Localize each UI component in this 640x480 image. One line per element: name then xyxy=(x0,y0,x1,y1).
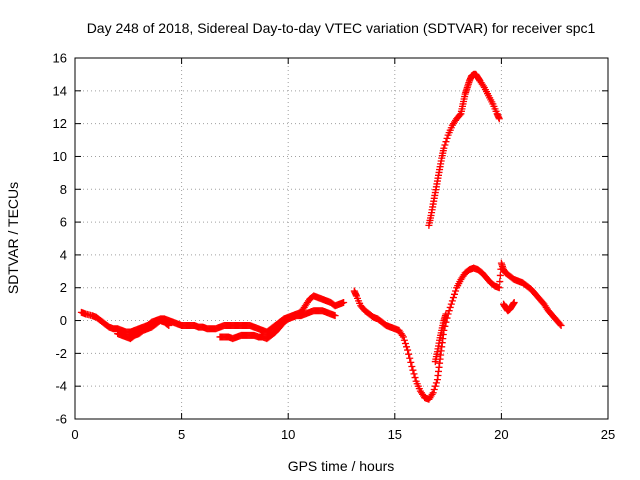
data-point xyxy=(400,336,408,344)
y-tick-label: 0 xyxy=(60,313,67,328)
y-tick-label: 4 xyxy=(60,247,67,262)
x-tick-label: 10 xyxy=(281,427,295,442)
data-point xyxy=(556,320,564,328)
data-point xyxy=(495,284,503,292)
y-tick-label: 2 xyxy=(60,280,67,295)
chart-title: Day 248 of 2018, Sidereal Day-to-day VTE… xyxy=(87,20,596,36)
data-point xyxy=(443,134,451,142)
data-point xyxy=(340,298,348,306)
y-tick-label: 16 xyxy=(53,51,67,66)
x-tick-label: 25 xyxy=(601,427,615,442)
data-point xyxy=(432,379,440,387)
axis-ticks: 0 5 10 15 20 25 -6 -4 -2 0 2 4 6 8 10 12 14 16 xyxy=(53,51,616,443)
data-point xyxy=(441,141,449,149)
data-point xyxy=(456,111,464,119)
x-tick-label: 15 xyxy=(388,427,402,442)
data-point xyxy=(442,138,450,146)
data-point xyxy=(409,366,417,374)
y-axis-label: SDTVAR / TECUs xyxy=(5,182,21,294)
data-point xyxy=(410,370,418,378)
data-point xyxy=(407,358,415,366)
y-tick-label: 6 xyxy=(60,215,67,230)
data-point xyxy=(399,333,407,341)
series-upper-track xyxy=(425,70,503,229)
data-point xyxy=(165,321,173,329)
y-tick-label: 12 xyxy=(53,116,67,131)
data-point xyxy=(440,144,448,152)
data-point xyxy=(557,321,565,329)
data-point xyxy=(510,298,518,306)
data-point xyxy=(450,290,458,298)
series-main-track xyxy=(77,259,565,403)
data-point xyxy=(495,115,503,123)
data-point xyxy=(496,278,504,286)
y-tick-label: -6 xyxy=(55,412,67,427)
data-point xyxy=(164,321,172,329)
data-point xyxy=(403,343,411,351)
series-secondary-tracks xyxy=(114,298,518,366)
data-point xyxy=(445,307,453,315)
data-point xyxy=(331,312,339,320)
data-point xyxy=(449,294,457,302)
data-point xyxy=(398,331,406,339)
y-tick-label: 10 xyxy=(53,149,67,164)
y-tick-label: -2 xyxy=(55,346,67,361)
data-point xyxy=(431,382,439,390)
data-point xyxy=(406,354,414,362)
data-point xyxy=(430,385,438,393)
x-tick-label: 0 xyxy=(71,427,78,442)
plot-frame xyxy=(74,57,609,420)
data-point xyxy=(447,300,455,308)
data-point xyxy=(446,303,454,311)
x-axis-label: GPS time / hours xyxy=(288,458,395,474)
data-point xyxy=(448,297,456,305)
data-point xyxy=(404,346,412,354)
data-point xyxy=(442,310,450,318)
y-tick-label: 14 xyxy=(53,83,67,98)
data-point xyxy=(479,82,487,90)
y-tick-label: -4 xyxy=(55,379,67,394)
data-points xyxy=(77,70,565,403)
data-point xyxy=(408,362,416,370)
x-tick-label: 5 xyxy=(178,427,185,442)
data-point xyxy=(428,390,436,398)
grid xyxy=(75,58,608,419)
data-point xyxy=(411,374,419,382)
data-point xyxy=(496,271,504,279)
data-point xyxy=(405,350,413,358)
data-point xyxy=(429,389,437,397)
data-point xyxy=(401,340,409,348)
y-tick-label: 8 xyxy=(60,182,67,197)
x-tick-label: 20 xyxy=(494,427,508,442)
data-point xyxy=(452,287,460,295)
